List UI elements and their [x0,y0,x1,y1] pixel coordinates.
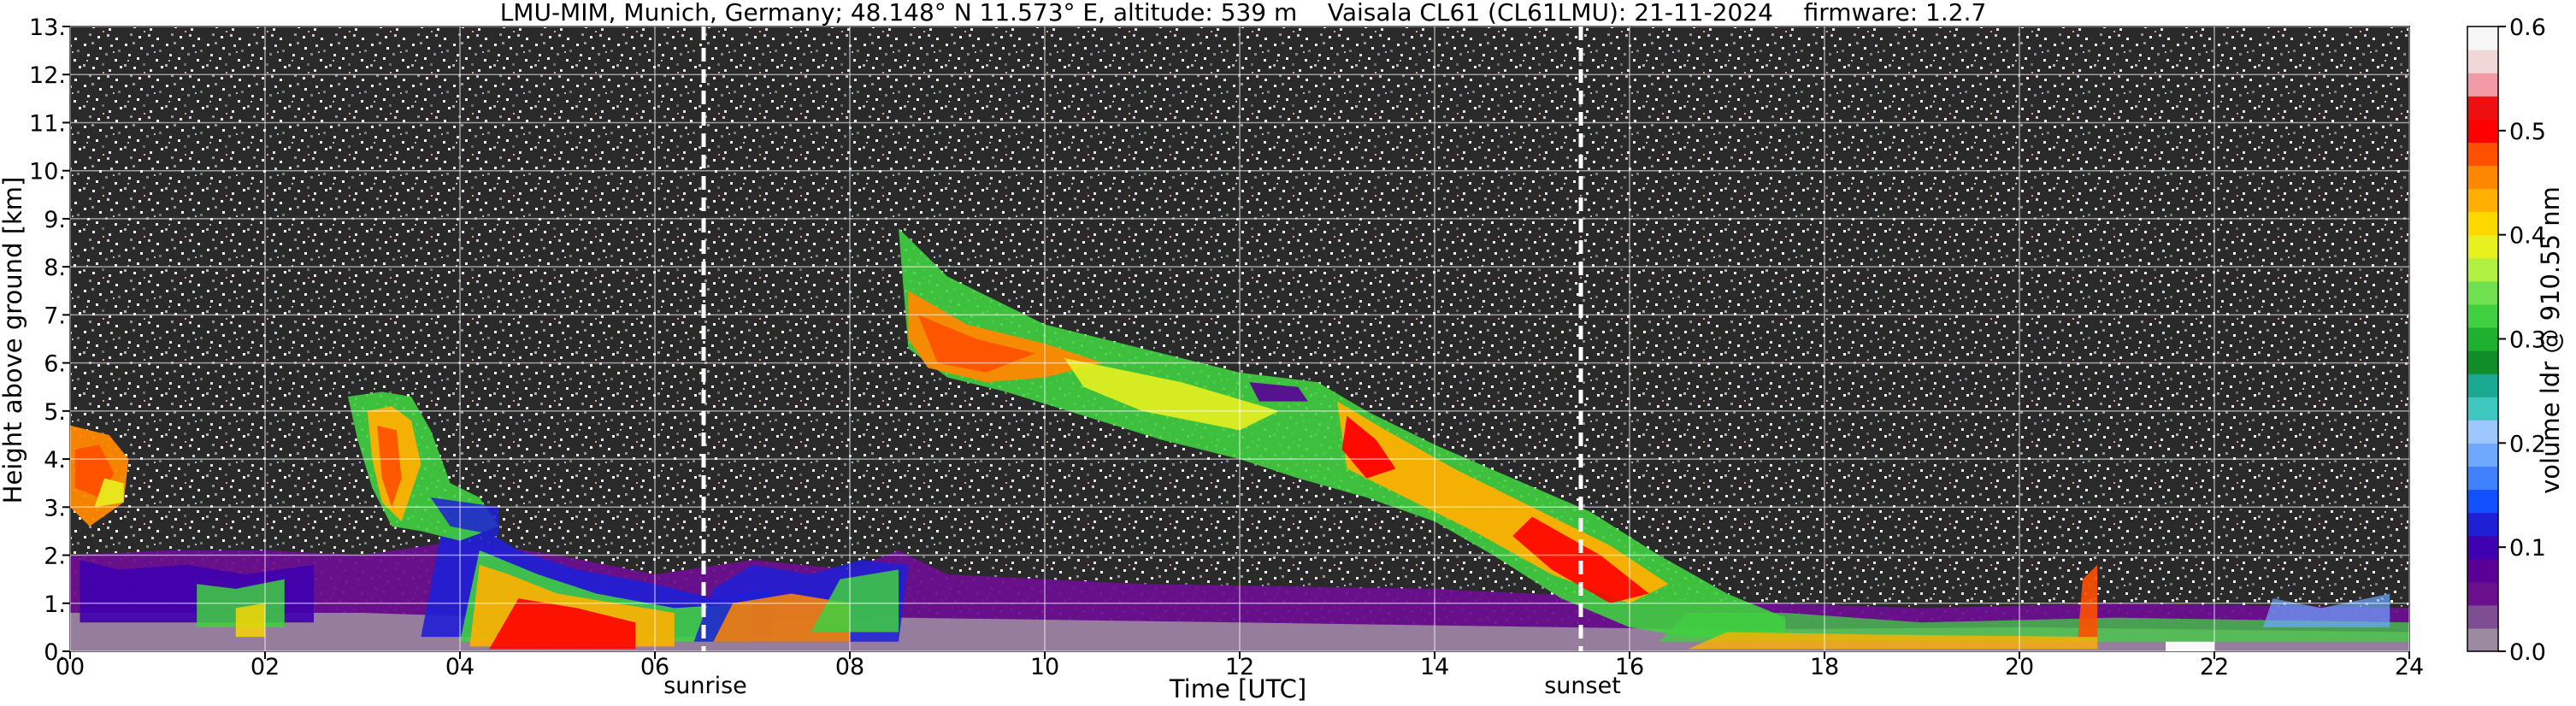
sunset-label: sunset [1544,673,1621,699]
cloud-00-yellow [94,478,124,508]
x-tick-label: 12 [1225,654,1254,680]
colorbar-segment [2467,26,2498,50]
cloud-main-red-low [1512,516,1649,603]
blayer-green-0808 [811,569,899,632]
colorbar-segment [2467,350,2498,374]
y-tick-label: 3. [44,495,66,521]
cloud-main-yellow-mid [1064,357,1279,431]
colorbar-tick-label: 0.4 [2509,223,2546,250]
y-tick-label: 2. [44,544,66,570]
colorbar-segment [2467,303,2498,328]
cloud-main-purple [1249,382,1308,402]
x-tick-label: 14 [1420,654,1449,680]
colorbar-segment [2467,604,2498,629]
colorbar-segment [2467,443,2498,468]
colorbar-tick-label: 0.2 [2509,431,2546,457]
cloud-main-red-mid [1341,415,1396,479]
blayer-red-0407 [489,598,636,650]
chart-title: LMU-MIM, Munich, Germany; 48.148° N 11.5… [500,0,1987,26]
colorbar-segment [2467,420,2498,444]
colorbar-segment [2467,374,2498,397]
x-tick-label: 04 [445,654,475,680]
colorbar-segment [2467,489,2498,514]
colorbar-segment [2467,257,2498,282]
colorbar-tick-label: 0.6 [2509,15,2546,41]
colorbar-segment [2467,188,2498,213]
y-tick-label: 9. [44,207,66,233]
colorbar-segment [2467,466,2498,491]
x-tick-label: 06 [640,654,669,680]
y-tick-label: 1. [44,591,66,618]
colorbar-tick-label: 0.1 [2509,535,2546,562]
colorbar-tick-label: 0.3 [2509,327,2546,354]
colorbar-segment [2467,512,2498,537]
colorbar-segment [2467,627,2498,652]
colorbar-segment [2467,581,2498,606]
y-tick-label: 12. [29,62,66,89]
y-tick-label: 13. [29,15,66,41]
y-tick-label: 0. [44,639,66,666]
surface-white-gap [2166,641,2214,651]
x-tick-label: 18 [1810,654,1839,680]
colorbar-segment [2467,535,2498,560]
x-tick-label: 08 [835,654,864,680]
x-tick-label: 16 [1615,654,1644,680]
y-tick-label: 5. [44,399,66,426]
colorbar-label: volume ldr @ 910.55 nm [2536,186,2565,494]
colorbar-segment [2467,234,2498,259]
colorbar-segment [2467,96,2498,120]
x-tick-label: 00 [56,654,85,680]
y-tick-label: 6. [44,351,66,378]
x-tick-label: 24 [2395,654,2424,680]
aerosol-yellow-0002 [235,603,265,638]
colorbar-segment [2467,50,2498,74]
colorbar-segment [2467,119,2498,143]
surface-spike-20 [2078,564,2098,638]
sun-lines: sunrise sunset [663,26,1621,699]
y-tick-label: 4. [44,447,66,474]
colorbar-segment [2467,211,2498,236]
colorbar-segment [2467,165,2498,190]
x-tick-label: 20 [2005,654,2034,680]
colorbar-tick-label: 0.5 [2509,119,2546,145]
y-tick-label: 8. [44,255,66,281]
surface-blue-late [2263,593,2390,627]
x-tick-label: 02 [251,654,280,680]
cloud-main-red-top [917,315,1035,373]
y-tick-label: 11. [29,110,66,137]
colorbar-segment [2467,397,2498,421]
colorbar-segment [2467,327,2498,351]
y-axis-label: Height above ground [km] [0,177,27,504]
x-tick-label: 22 [2200,654,2229,680]
colorbar-segment [2467,558,2498,583]
surface-orange-evening [1688,632,2098,650]
x-tick-label: 10 [1030,654,1059,680]
colorbar-segment [2467,73,2498,97]
colorbar-segment [2467,142,2498,167]
cloud-03-red [377,425,402,508]
sunrise-label: sunrise [663,673,747,699]
x-axis-label: Time [UTC] [1169,674,1306,703]
x-axis: 00 02 04 06 08 10 12 14 16 18 20 22 24 [56,651,2424,680]
colorbar-segment [2467,280,2498,305]
y-axis: 0. 1. 2. 3. 4. 5. 6. 7. 8. 9. 10. 11. 12. 13. [29,15,70,666]
y-tick-label: 7. [44,303,66,329]
colorbar-tick-label: 0.0 [2509,639,2546,666]
y-tick-label: 10. [29,159,66,185]
colorbar: 0.0 0.1 0.2 0.3 0.4 0.5 0.6 [2467,15,2546,666]
